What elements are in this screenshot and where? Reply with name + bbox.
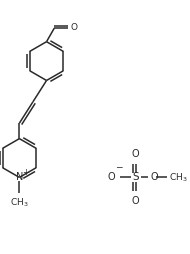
Text: S: S <box>132 172 139 182</box>
Text: N: N <box>16 172 23 182</box>
Text: CH$_3$: CH$_3$ <box>169 171 187 184</box>
Text: −: − <box>116 163 123 172</box>
Text: +: + <box>22 168 29 177</box>
Text: O: O <box>71 23 78 32</box>
Text: CH$_3$: CH$_3$ <box>10 197 29 209</box>
Text: O: O <box>132 149 139 159</box>
Text: O: O <box>108 172 115 182</box>
Text: O: O <box>150 172 158 182</box>
Text: O: O <box>132 196 139 206</box>
